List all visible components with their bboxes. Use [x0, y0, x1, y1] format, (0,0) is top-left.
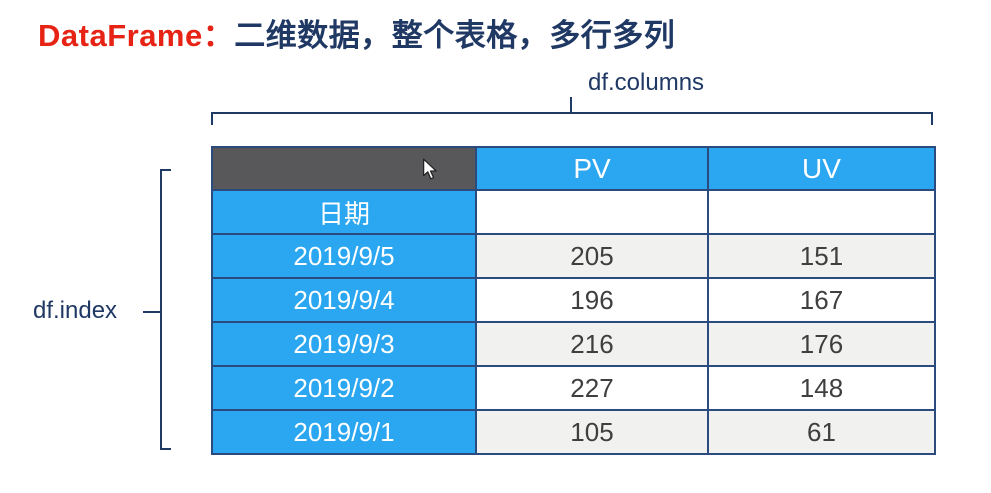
row-index-cell: 2019/9/3 — [211, 321, 477, 367]
pv-cell: 216 — [475, 321, 709, 367]
index-bracket-tick — [143, 311, 160, 313]
index-bracket — [160, 169, 171, 450]
df-columns-label: df.columns — [588, 69, 705, 96]
pv-cell: 105 — [475, 409, 709, 455]
uv-cell: 176 — [707, 321, 936, 367]
row-index-cell: 2019/9/1 — [211, 409, 477, 455]
dataframe-table: PV UV 日期 2019/9/5 205 151 2019/9/4 196 1… — [211, 146, 936, 455]
empty-cell — [475, 189, 709, 235]
pv-cell: 205 — [475, 233, 709, 279]
table-row: 2019/9/2 227 148 — [211, 365, 936, 411]
row-index-cell: 2019/9/5 — [211, 233, 477, 279]
page-title: DataFrame：二维数据，整个表格，多行多列 — [38, 10, 675, 55]
index-name-row: 日期 — [211, 189, 936, 235]
pv-cell: 196 — [475, 277, 709, 323]
title-keyword: DataFrame： — [38, 18, 235, 53]
column-header-pv: PV — [475, 146, 709, 191]
column-header-uv: UV — [707, 146, 936, 191]
empty-cell — [707, 189, 936, 235]
uv-cell: 167 — [707, 277, 936, 323]
uv-cell: 151 — [707, 233, 936, 279]
df-index-label: df.index — [33, 297, 118, 324]
table-header-row: PV UV — [211, 146, 936, 191]
uv-cell: 148 — [707, 365, 936, 411]
title-description: 二维数据，整个表格，多行多列 — [234, 18, 676, 53]
table-row: 2019/9/5 205 151 — [211, 233, 936, 279]
table-row: 2019/9/3 216 176 — [211, 321, 936, 367]
mouse-cursor-icon — [422, 158, 437, 180]
table-row: 2019/9/1 105 61 — [211, 409, 936, 455]
row-index-cell: 2019/9/4 — [211, 277, 477, 323]
columns-bracket-tick — [570, 97, 572, 113]
pv-cell: 227 — [475, 365, 709, 411]
index-name-cell: 日期 — [211, 189, 477, 235]
uv-cell: 61 — [707, 409, 936, 455]
columns-bracket — [211, 112, 933, 125]
table-row: 2019/9/4 196 167 — [211, 277, 936, 323]
row-index-cell: 2019/9/2 — [211, 365, 477, 411]
